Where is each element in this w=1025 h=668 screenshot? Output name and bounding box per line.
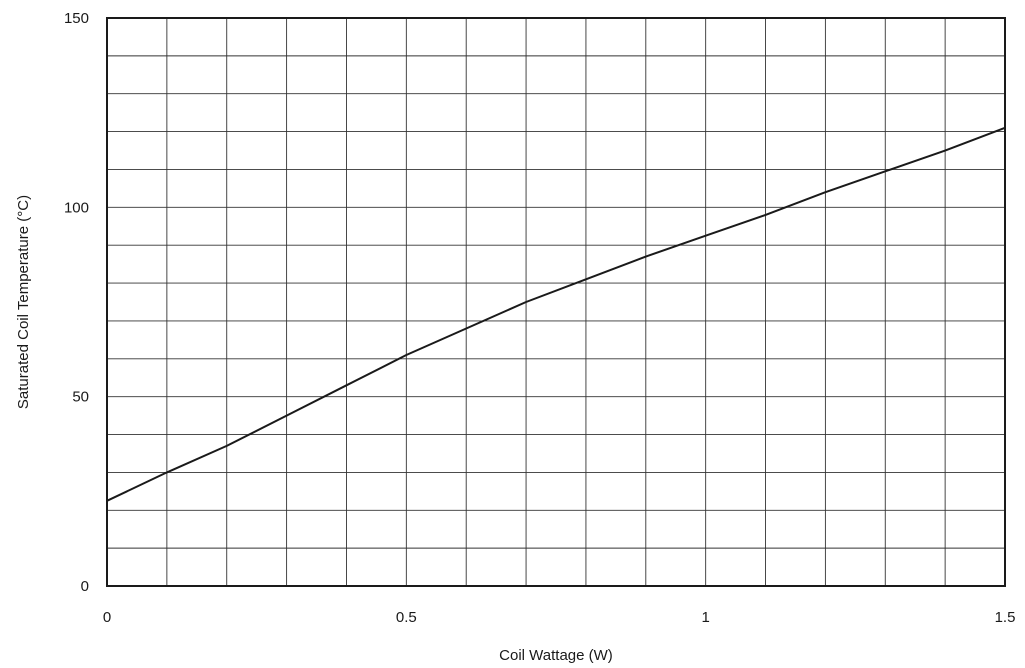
y-tick-label: 0 bbox=[81, 578, 89, 595]
x-tick-label: 0.5 bbox=[396, 609, 417, 626]
x-axis-ticks: 0 0.5 1 1.5 bbox=[103, 609, 1016, 626]
plot-frame bbox=[106, 17, 1006, 587]
y-axis-label: Saturated Coil Temperature (°C) bbox=[15, 195, 32, 409]
y-tick-label: 50 bbox=[72, 389, 89, 406]
grid bbox=[107, 18, 1005, 586]
x-tick-label: 1.5 bbox=[995, 609, 1016, 626]
x-axis-label: Coil Wattage (W) bbox=[499, 647, 613, 664]
x-tick-label: 1 bbox=[701, 609, 709, 626]
series-line bbox=[106, 126, 1006, 502]
y-axis-ticks: 0 50 100 150 bbox=[64, 10, 89, 595]
series-layer bbox=[106, 126, 1006, 502]
y-tick-label: 100 bbox=[64, 199, 89, 216]
x-tick-label: 0 bbox=[103, 609, 111, 626]
y-tick-label: 150 bbox=[64, 10, 89, 27]
